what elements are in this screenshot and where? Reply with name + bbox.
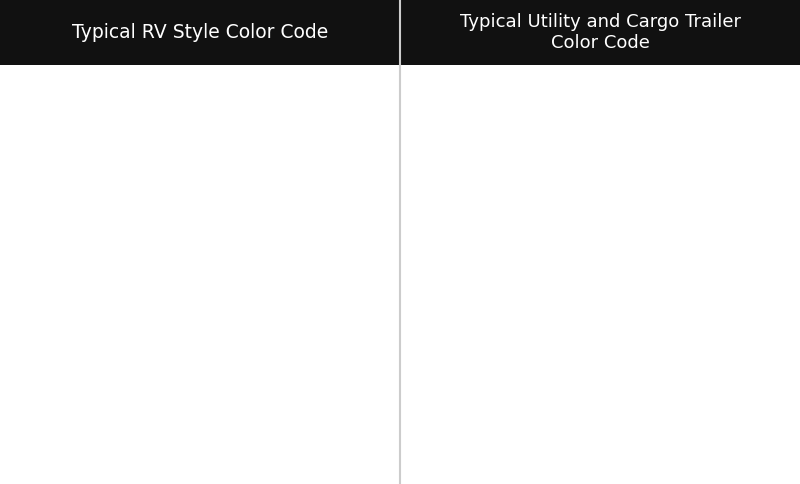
Circle shape (203, 220, 216, 232)
Polygon shape (599, 262, 620, 287)
Circle shape (603, 224, 616, 236)
Text: Red or Purple
Reverse Lights: Red or Purple Reverse Lights (562, 103, 664, 134)
Circle shape (137, 198, 282, 343)
Text: Yellow
Reverse
Lights: Yellow Reverse Lights (316, 338, 372, 387)
Circle shape (571, 243, 578, 250)
Circle shape (238, 237, 250, 249)
Circle shape (160, 275, 172, 287)
Text: Typical RV Style Color Code: Typical RV Style Color Code (72, 23, 328, 42)
Circle shape (626, 312, 632, 318)
Circle shape (250, 278, 256, 284)
Text: Blue
Electric Brakes: Blue Electric Brakes (131, 400, 234, 432)
Circle shape (187, 308, 193, 315)
Polygon shape (199, 258, 220, 283)
Circle shape (171, 240, 178, 246)
Circle shape (223, 305, 235, 318)
Text: Green
Tail Lights: Green Tail Lights (194, 103, 263, 134)
Text: Typical Utility and Cargo Trailer
Color Code: Typical Utility and Cargo Trailer Color … (459, 13, 741, 52)
Circle shape (537, 202, 682, 347)
Circle shape (247, 275, 259, 287)
Circle shape (560, 278, 572, 291)
Text: Green
Right
Turn/Brake: Green Right Turn/Brake (410, 270, 484, 318)
Circle shape (184, 305, 196, 318)
Text: Brown
Tail Lights: Brown Tail Lights (712, 145, 782, 176)
Circle shape (205, 266, 214, 276)
Circle shape (642, 243, 648, 250)
Text: Yellow
Left
Turn/Brake: Yellow Left Turn/Brake (739, 250, 800, 299)
Circle shape (162, 278, 169, 284)
Circle shape (242, 240, 248, 246)
Circle shape (584, 309, 596, 321)
Circle shape (623, 309, 635, 321)
Text: Brown
Right
Turn/Brake: Brown Right Turn/Brake (10, 256, 84, 305)
Text: Blue
Electric Brakes: Blue Electric Brakes (554, 408, 658, 439)
Text: Black
12v Power: Black 12v Power (44, 131, 116, 163)
Text: White
Ground: White Ground (213, 402, 264, 434)
Circle shape (650, 282, 656, 287)
Text: Red
Left
Turn/Brake: Red Left Turn/Brake (335, 205, 410, 253)
Circle shape (606, 227, 613, 233)
Circle shape (568, 241, 581, 253)
Circle shape (605, 270, 614, 280)
Circle shape (587, 312, 593, 318)
Circle shape (168, 237, 181, 249)
Text: Black
12v Power: Black 12v Power (446, 141, 518, 172)
Circle shape (638, 241, 650, 253)
Circle shape (206, 223, 213, 229)
Text: White
Ground: White Ground (645, 400, 696, 432)
Circle shape (647, 278, 659, 291)
Circle shape (226, 308, 232, 315)
Circle shape (562, 282, 569, 287)
